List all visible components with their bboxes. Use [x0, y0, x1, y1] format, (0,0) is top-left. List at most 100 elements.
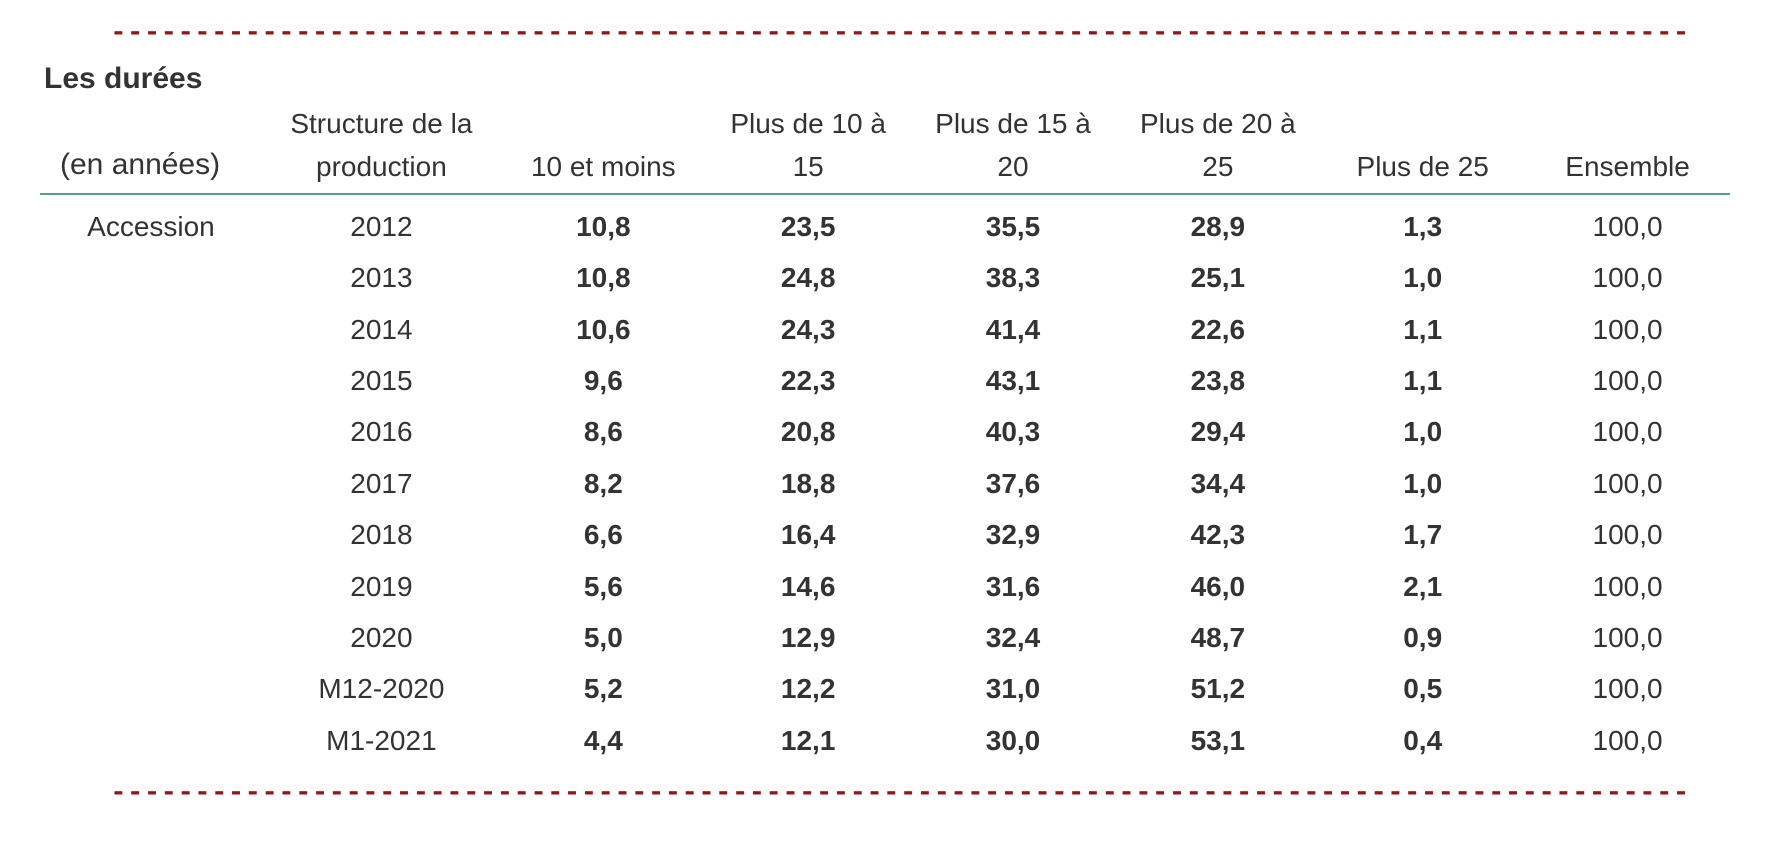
col-header-category: (en années): [40, 98, 262, 194]
value-cell: 30,0: [911, 715, 1116, 766]
ensemble-cell: 100,0: [1525, 252, 1730, 303]
value-cell: 43,1: [911, 355, 1116, 406]
year-cell: 2017: [262, 458, 501, 509]
ensemble-cell: 100,0: [1525, 355, 1730, 406]
value-cell: 22,6: [1115, 304, 1320, 355]
value-cell: 0,4: [1320, 715, 1525, 766]
ensemble-cell: 100,0: [1525, 561, 1730, 612]
value-cell: 1,1: [1320, 355, 1525, 406]
value-cell: 23,5: [706, 194, 911, 252]
ensemble-cell: 100,0: [1525, 612, 1730, 663]
value-cell: 1,3: [1320, 194, 1525, 252]
value-cell: 25,1: [1115, 252, 1320, 303]
durations-table: (en années) Structure de la production 1…: [40, 98, 1730, 766]
value-cell: 10,8: [501, 194, 706, 252]
year-cell: 2013: [262, 252, 501, 303]
table-row: 20195,614,631,646,02,1100,0: [40, 561, 1730, 612]
bottom-dash-rule: ----------------------------------------…: [110, 780, 1690, 808]
value-cell: 32,9: [911, 509, 1116, 560]
value-cell: 32,4: [911, 612, 1116, 663]
value-cell: 1,7: [1320, 509, 1525, 560]
value-cell: 34,4: [1115, 458, 1320, 509]
value-cell: 24,8: [706, 252, 911, 303]
value-cell: 9,6: [501, 355, 706, 406]
value-cell: 8,2: [501, 458, 706, 509]
value-cell: 14,6: [706, 561, 911, 612]
value-cell: 23,8: [1115, 355, 1320, 406]
year-cell: 2012: [262, 194, 501, 252]
ensemble-cell: 100,0: [1525, 194, 1730, 252]
value-cell: 5,0: [501, 612, 706, 663]
value-cell: 12,9: [706, 612, 911, 663]
ensemble-cell: 100,0: [1525, 406, 1730, 457]
year-cell: 2020: [262, 612, 501, 663]
table-row: Accession201210,823,535,528,91,3100,0: [40, 194, 1730, 252]
col-header-structure: Structure de la production: [262, 98, 501, 194]
category-cell: Accession: [40, 194, 262, 766]
value-cell: 4,4: [501, 715, 706, 766]
value-cell: 38,3: [911, 252, 1116, 303]
table-body: Accession201210,823,535,528,91,3100,0201…: [40, 194, 1730, 766]
value-cell: 5,2: [501, 663, 706, 714]
value-cell: 2,1: [1320, 561, 1525, 612]
col-header-ensemble: Ensemble: [1525, 98, 1730, 194]
value-cell: 6,6: [501, 509, 706, 560]
value-cell: 24,3: [706, 304, 911, 355]
value-cell: 12,1: [706, 715, 911, 766]
ensemble-cell: 100,0: [1525, 304, 1730, 355]
ensemble-cell: 100,0: [1525, 509, 1730, 560]
value-cell: 48,7: [1115, 612, 1320, 663]
year-cell: M12-2020: [262, 663, 501, 714]
value-cell: 18,8: [706, 458, 911, 509]
page-container: ----------------------------------------…: [0, 0, 1770, 848]
table-row: M12-20205,212,231,051,20,5100,0: [40, 663, 1730, 714]
value-cell: 53,1: [1115, 715, 1320, 766]
table-title: Les durées: [44, 62, 1730, 96]
value-cell: 31,0: [911, 663, 1116, 714]
value-cell: 1,0: [1320, 252, 1525, 303]
value-cell: 42,3: [1115, 509, 1320, 560]
value-cell: 1,0: [1320, 406, 1525, 457]
value-cell: 20,8: [706, 406, 911, 457]
col-header-20a25: Plus de 20 à 25: [1115, 98, 1320, 194]
value-cell: 1,1: [1320, 304, 1525, 355]
col-header-15a20: Plus de 15 à 20: [911, 98, 1116, 194]
top-dash-rule: ----------------------------------------…: [110, 20, 1690, 48]
value-cell: 22,3: [706, 355, 911, 406]
value-cell: 0,5: [1320, 663, 1525, 714]
value-cell: 31,6: [911, 561, 1116, 612]
value-cell: 46,0: [1115, 561, 1320, 612]
value-cell: 10,8: [501, 252, 706, 303]
year-cell: 2019: [262, 561, 501, 612]
table-row: 201310,824,838,325,11,0100,0: [40, 252, 1730, 303]
col-header-10a15: Plus de 10 à 15: [706, 98, 911, 194]
table-row: 201410,624,341,422,61,1100,0: [40, 304, 1730, 355]
value-cell: 12,2: [706, 663, 911, 714]
value-cell: 51,2: [1115, 663, 1320, 714]
value-cell: 16,4: [706, 509, 911, 560]
value-cell: 40,3: [911, 406, 1116, 457]
value-cell: 28,9: [1115, 194, 1320, 252]
table-row: 20205,012,932,448,70,9100,0: [40, 612, 1730, 663]
value-cell: 0,9: [1320, 612, 1525, 663]
ensemble-cell: 100,0: [1525, 458, 1730, 509]
year-cell: M1-2021: [262, 715, 501, 766]
value-cell: 41,4: [911, 304, 1116, 355]
year-cell: 2015: [262, 355, 501, 406]
value-cell: 10,6: [501, 304, 706, 355]
value-cell: 37,6: [911, 458, 1116, 509]
table-row: 20186,616,432,942,31,7100,0: [40, 509, 1730, 560]
year-cell: 2016: [262, 406, 501, 457]
table-header-row: (en années) Structure de la production 1…: [40, 98, 1730, 194]
table-subtitle: (en années): [60, 148, 220, 181]
value-cell: 8,6: [501, 406, 706, 457]
value-cell: 1,0: [1320, 458, 1525, 509]
ensemble-cell: 100,0: [1525, 715, 1730, 766]
table-row: 20168,620,840,329,41,0100,0: [40, 406, 1730, 457]
col-header-plus25: Plus de 25: [1320, 98, 1525, 194]
year-cell: 2014: [262, 304, 501, 355]
value-cell: 29,4: [1115, 406, 1320, 457]
ensemble-cell: 100,0: [1525, 663, 1730, 714]
col-header-10moins: 10 et moins: [501, 98, 706, 194]
table-row: 20159,622,343,123,81,1100,0: [40, 355, 1730, 406]
